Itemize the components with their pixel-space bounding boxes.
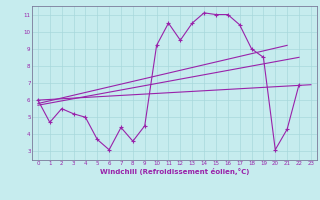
- X-axis label: Windchill (Refroidissement éolien,°C): Windchill (Refroidissement éolien,°C): [100, 168, 249, 175]
